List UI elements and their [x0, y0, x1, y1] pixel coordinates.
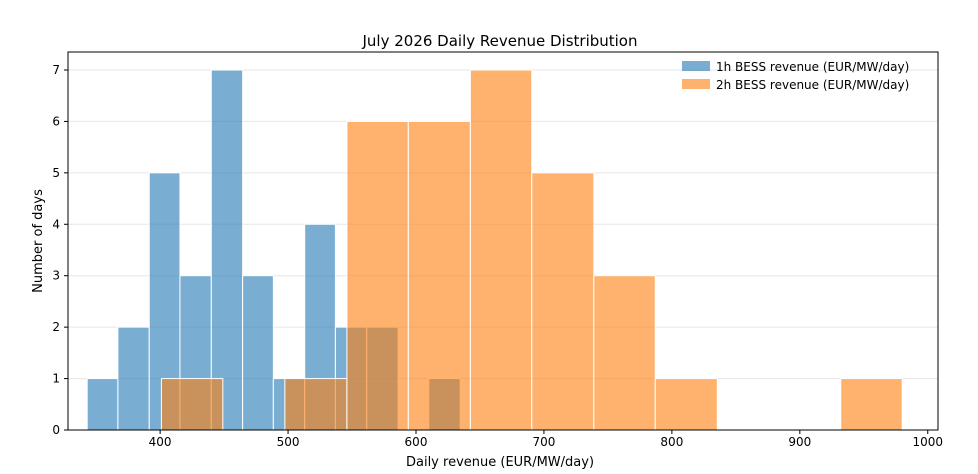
- x-tick-label: 500: [277, 435, 300, 449]
- y-tick-label: 5: [52, 166, 60, 180]
- histogram-bar-series-1: [117, 326, 150, 431]
- histogram-bar-series-2: [160, 378, 224, 431]
- chart-title: July 2026 Daily Revenue Distribution: [361, 32, 637, 50]
- histogram-bar-series-1: [242, 275, 274, 431]
- x-axis-ticks: 400 500 600 700 800 900 1000: [149, 430, 943, 449]
- histogram-bar-series-2: [346, 120, 409, 431]
- x-tick-label: 700: [532, 435, 555, 449]
- x-tick-label: 600: [405, 435, 428, 449]
- legend-swatch: [682, 61, 710, 71]
- x-axis-label: Daily revenue (EUR/MW/day): [406, 455, 594, 470]
- x-tick-label: 800: [660, 435, 683, 449]
- y-axis-ticks: 0 1 2 3 4 5 6 7: [52, 63, 68, 437]
- y-axis-label: Number of days: [31, 189, 46, 293]
- y-tick-label: 4: [52, 217, 60, 231]
- x-tick-label: 900: [788, 435, 811, 449]
- y-tick-label: 2: [52, 320, 60, 334]
- histogram-bar-series-2: [284, 378, 348, 431]
- y-tick-label: 0: [52, 423, 60, 437]
- y-tick-label: 7: [52, 63, 60, 77]
- histogram-bar-series-2: [593, 275, 656, 431]
- legend-label: 1h BESS revenue (EUR/MW/day): [716, 60, 909, 74]
- legend-swatch: [682, 79, 710, 89]
- histogram-bar-series-1: [86, 378, 119, 431]
- y-tick-label: 6: [52, 114, 60, 128]
- histogram-bar-series-2: [654, 378, 718, 431]
- histogram-bar-series-1: [210, 69, 244, 431]
- legend-label: 2h BESS revenue (EUR/MW/day): [716, 78, 909, 92]
- plot-frame: [67, 51, 939, 431]
- histogram-bars: [86, 69, 903, 431]
- y-tick-label: 3: [52, 269, 60, 283]
- histogram-bar-series-2: [407, 120, 471, 431]
- histogram-bar-series-2: [469, 69, 533, 431]
- x-tick-label: 400: [149, 435, 172, 449]
- histogram-bar-series-2: [531, 172, 595, 431]
- histogram-bar-series-2: [840, 378, 903, 431]
- x-tick-label: 1000: [912, 435, 943, 449]
- legend: 1h BESS revenue (EUR/MW/day) 2h BESS reve…: [682, 60, 909, 92]
- y-tick-label: 1: [52, 372, 60, 386]
